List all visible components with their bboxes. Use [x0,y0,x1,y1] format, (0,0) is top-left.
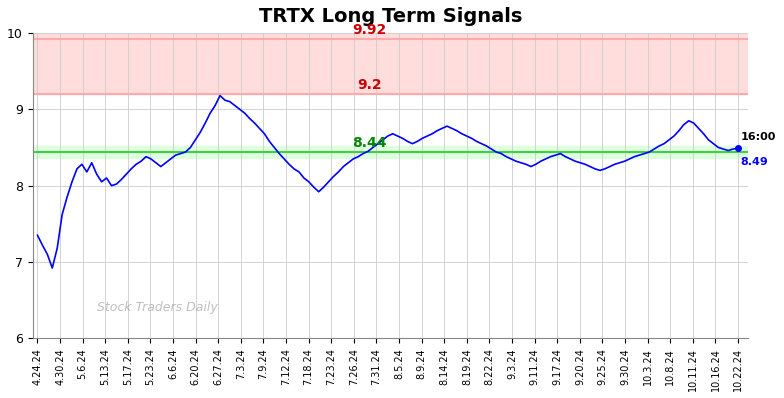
Bar [33,39,748,94]
Text: Stock Traders Daily: Stock Traders Daily [97,301,218,314]
Text: 9.2: 9.2 [357,78,381,92]
Text: 8.44: 8.44 [352,136,387,150]
Bar [33,146,748,158]
Title: TRTX Long Term Signals: TRTX Long Term Signals [259,7,522,26]
Text: 8.49: 8.49 [741,157,768,168]
Text: 16:00: 16:00 [741,132,776,142]
Text: 9.92: 9.92 [352,23,387,37]
Bar [33,33,748,39]
